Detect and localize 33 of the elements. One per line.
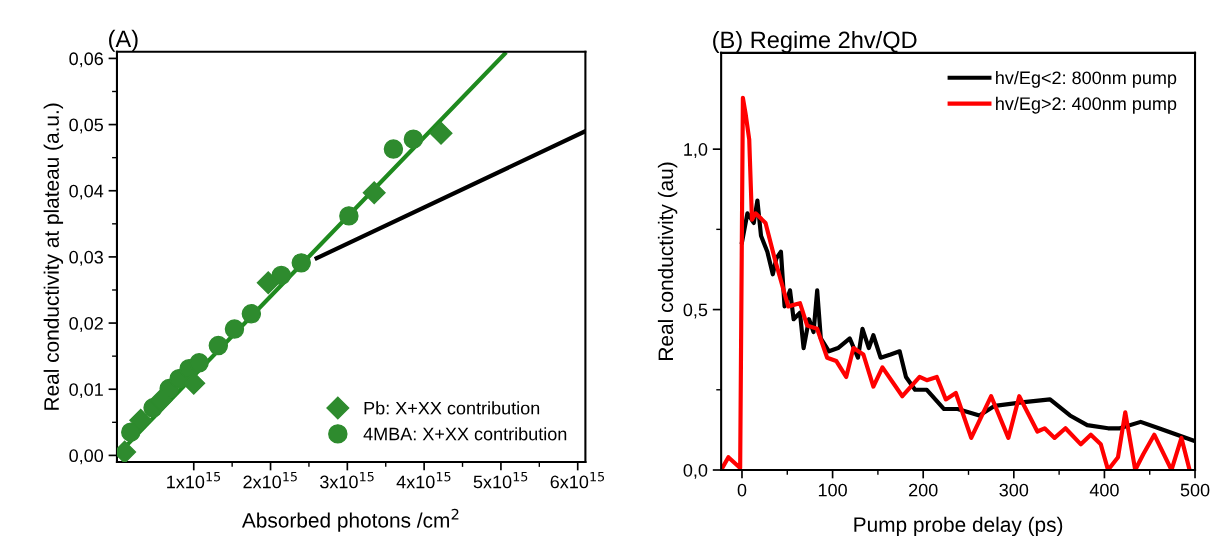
y-tick-label: 0,00 (69, 449, 104, 465)
legend-label: hv/Eg>2: 400nm pump (996, 96, 1177, 114)
y-tick-label: 0,02 (69, 317, 103, 332)
legend-label: Pb: X+XX contribution (364, 401, 540, 415)
line-series (721, 95, 1192, 470)
y-tick-label: 0,5 (683, 303, 708, 319)
x-tick-label: 4x10$^{15}$ (396, 472, 451, 489)
y-tick-label: 0,04 (69, 184, 104, 200)
y-tick-label: 0,0 (683, 463, 708, 479)
x-tick-label: 1x10$^{15}$ (167, 472, 221, 489)
x-tick-label: 5x10$^{15}$ (473, 472, 528, 489)
y-tick-label: 0,06 (69, 52, 103, 68)
x-tick-label: 300 (999, 483, 1029, 497)
x-tick-label: 400 (1089, 483, 1119, 497)
x-tick-label: 0 (737, 483, 747, 497)
x-axis-title: Absorbed photons /cm$^{2}$ (241, 508, 459, 532)
legend-label: hv/Eg<2: 800nm pump (996, 70, 1177, 88)
y-axis-title: Real conductivity (au) (657, 162, 678, 360)
y-axis-title: Real conductivity at plateau (a.u.) (43, 103, 64, 410)
legend-label: 4MBA: X+XX contribution (363, 427, 567, 441)
x-tick-label: 3x10$^{15}$ (320, 472, 374, 489)
chart-title: (A) (109, 29, 138, 52)
x-tick-label: 500 (1180, 483, 1210, 497)
x-tick-label: 200 (909, 483, 938, 497)
y-tick-label: 0,05 (69, 118, 104, 134)
x-tick-label: 2x10$^{15}$ (243, 472, 297, 489)
x-axis-title: Pump probe delay (ps) (854, 516, 1063, 537)
y-tick-label: 1,0 (684, 143, 708, 158)
y-tick-label: 0,03 (69, 250, 103, 266)
chart-title: (B) Regime 2hv/QD (713, 30, 917, 53)
x-tick-label: 100 (818, 483, 847, 497)
y-tick-label: 0,01 (69, 383, 103, 399)
x-tick-label: 6x10$^{15}$ (550, 472, 605, 489)
